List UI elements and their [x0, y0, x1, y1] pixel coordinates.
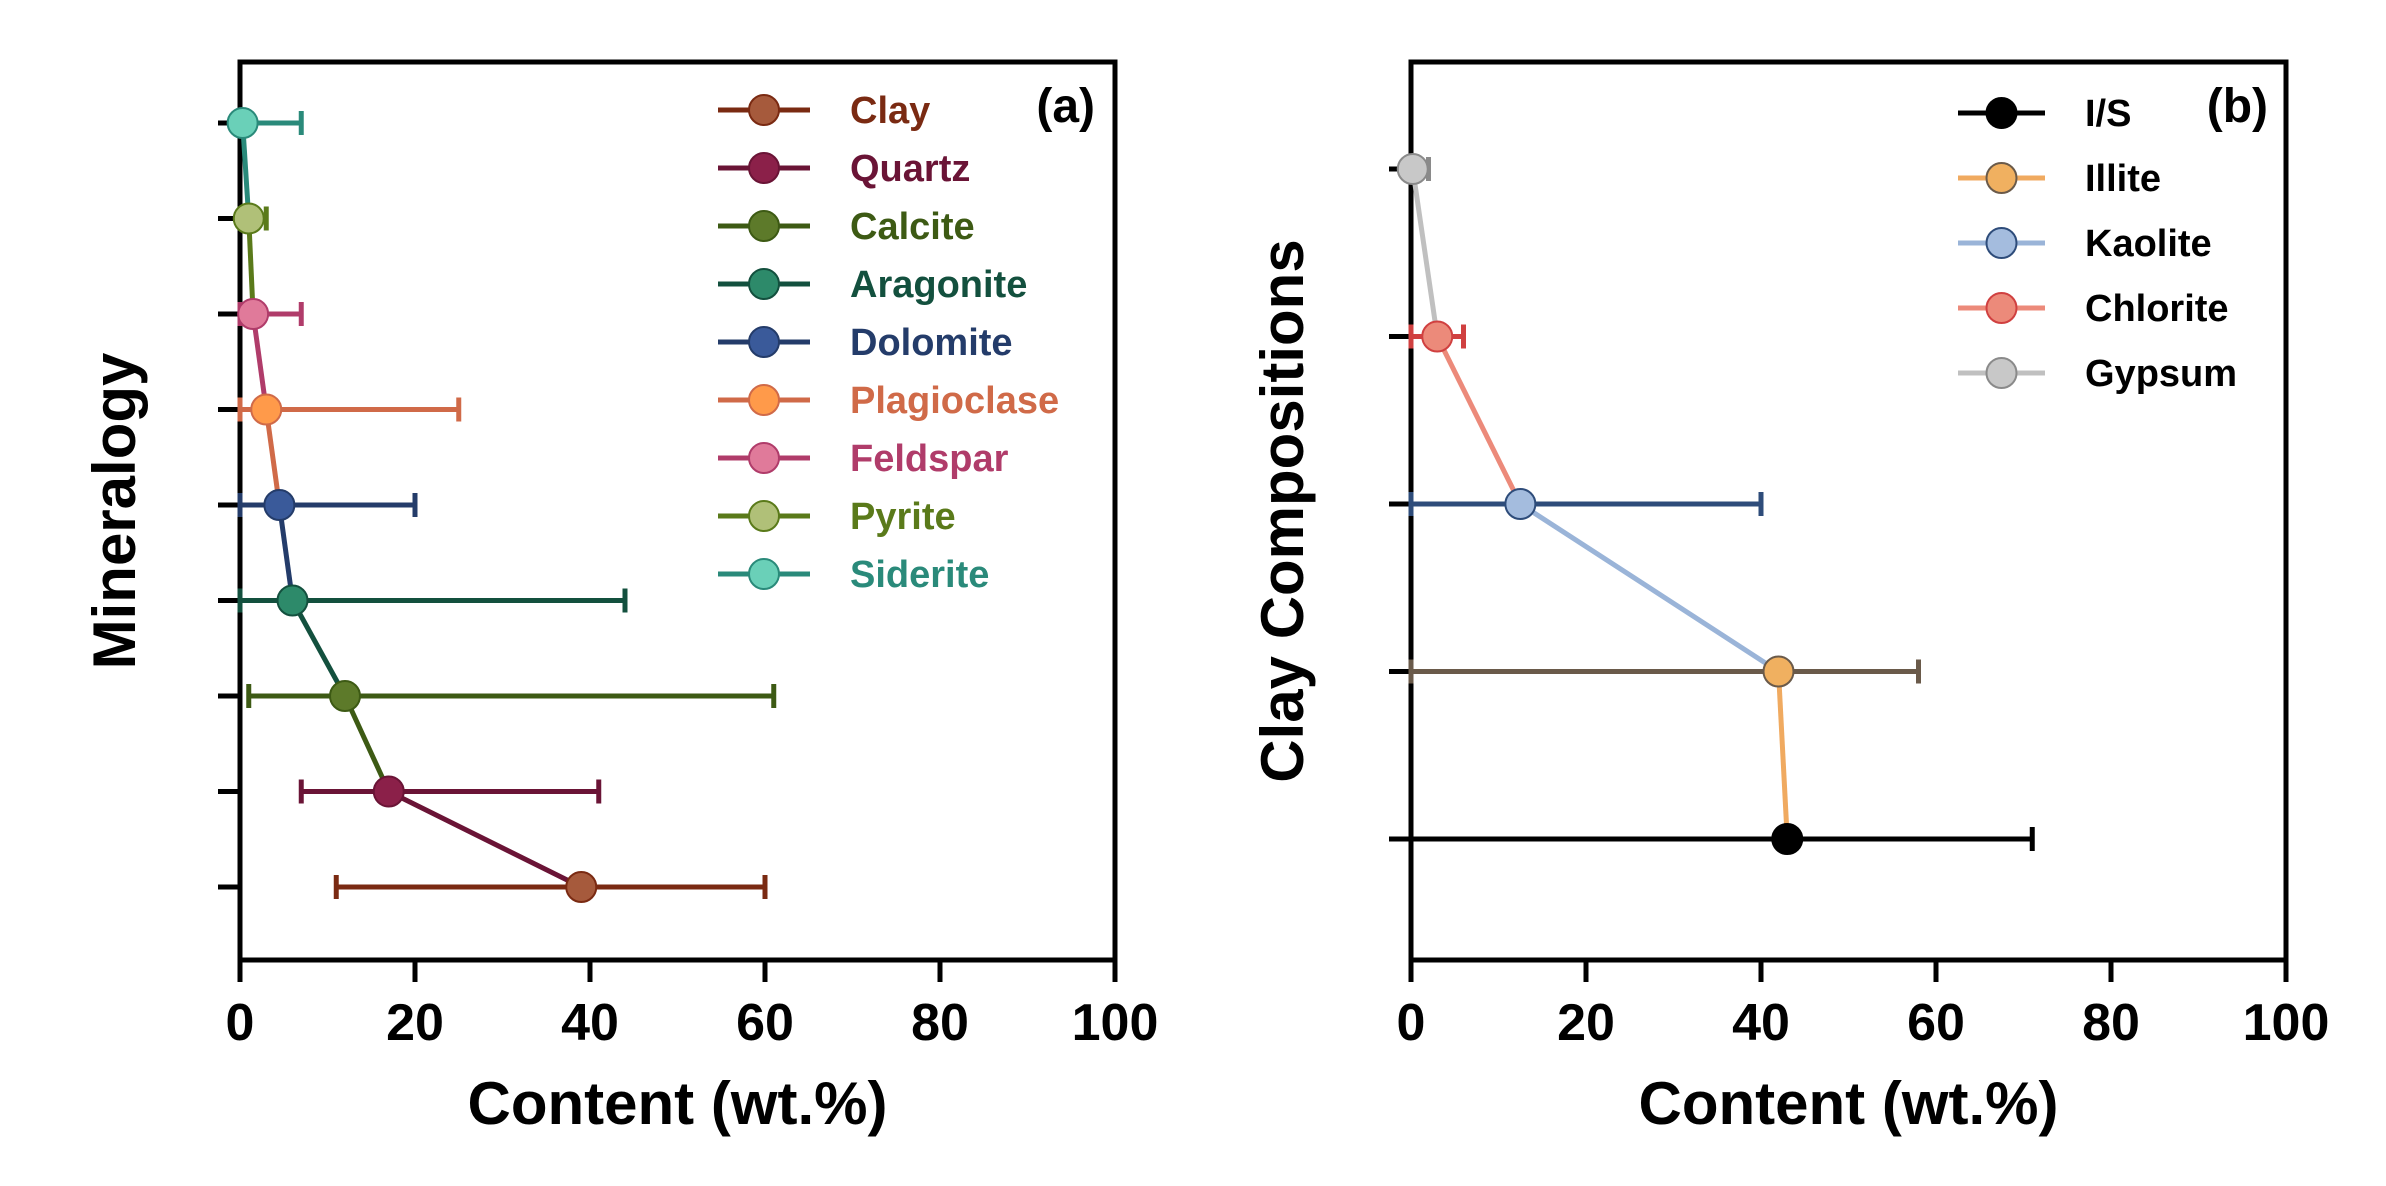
panel-a-legend-marker-aragonite [748, 268, 780, 300]
panel-b-point-illite [1762, 655, 1795, 688]
panel-a-legend-marker-plagioclase [748, 384, 780, 416]
panel-a: 0 20 40 60 80 100 Content (wt.%) Mineralogy (a) C… [81, 59, 1159, 1137]
panel-b-connector-illite [1776, 671, 1790, 840]
panel-b-point-chlorite [1421, 320, 1454, 353]
panel-a-point-plagioclase [250, 393, 283, 426]
panel-b: 0 20 40 60 80 100 Content (wt.%) Clay Compositi… [1249, 59, 2330, 1137]
panel-a-x-tick-label: 20 [386, 994, 444, 1052]
panel-a-legend-marker-pyrite [748, 500, 780, 532]
panel-b-legend-marker-i-s [1985, 97, 2018, 129]
panel-a-point-calcite [329, 680, 361, 712]
panel-b-point-gypsum [1396, 153, 1429, 185]
panel-a-y-axis-title: Mineralogy [81, 352, 148, 669]
panel-a-legend-label-feldspar: Feldspar [850, 438, 1009, 480]
panel-b-legend-label-kaolite: Kaolite [2085, 223, 2212, 265]
panel-a-legend-label-aragonite: Aragonite [850, 264, 1027, 306]
panel-b-legend-marker-chlorite [1985, 292, 2018, 324]
panel-b-legend-marker-illite [1985, 162, 2018, 194]
panel-a-x-tick-label: 0 [226, 994, 255, 1052]
panel-a-connector-quartz [387, 789, 583, 890]
panel-a-point-aragonite [276, 584, 309, 617]
panel-a-legend-marker-quartz [748, 152, 780, 184]
panel-a-legend-marker-feldspar [748, 442, 780, 474]
panel-b-connector-chlorite [1435, 335, 1523, 506]
panel-a-point-pyrite [232, 202, 265, 235]
panel-a-point-feldspar [237, 298, 270, 330]
panel-a-legend-label-clay: Clay [850, 90, 930, 132]
panel-a-x-tick-label: 100 [1072, 994, 1159, 1052]
panel-a-legend-marker-dolomite [748, 326, 780, 358]
panel-b-legend-label-chlorite: Chlorite [2085, 288, 2229, 330]
panel-a-label: (a) [1036, 80, 1095, 133]
panel-b-point-kaolite [1504, 488, 1537, 520]
panel-b-connector-kaolite [1519, 501, 1780, 674]
panel-b-x-tick-label: 40 [1732, 994, 1790, 1052]
panel-b-x-tick-label: 100 [2243, 994, 2330, 1052]
panel-b-x-tick-label: 20 [1557, 994, 1615, 1052]
panel-b-y-axis-title: Clay Compositions [1249, 239, 1316, 782]
panel-a-legend-marker-siderite [748, 558, 780, 590]
panel-a-connector-plagioclase [263, 409, 282, 506]
panel-b-x-tick-label: 80 [2082, 994, 2140, 1052]
panel-a-legend-label-dolomite: Dolomite [850, 322, 1013, 364]
panel-a-point-quartz [372, 775, 405, 808]
panel-a-legend-label-calcite: Calcite [850, 206, 975, 248]
panel-a-connector-feldspar [250, 313, 269, 410]
panel-a-x-axis-title: Content (wt.%) [468, 1070, 888, 1137]
panel-a-legend-label-siderite: Siderite [850, 554, 989, 596]
panel-b-x-axis-title: Content (wt.%) [1639, 1070, 2059, 1137]
panel-b-legend-marker-gypsum [1985, 357, 2018, 389]
panel-a-legend-label-plagioclase: Plagioclase [850, 380, 1059, 422]
panel-a-x-tick-label: 40 [561, 994, 619, 1052]
panel-a-x-tick-label: 60 [736, 994, 794, 1052]
panel-b-legend-label-illite: Illite [2085, 158, 2161, 200]
panel-a-legend-label-quartz: Quartz [850, 148, 970, 190]
panel-a-point-siderite [226, 107, 259, 139]
panel-b-x-tick-label: 60 [1907, 994, 1965, 1052]
panel-a-point-dolomite [263, 489, 296, 521]
panel-a-connector-aragonite [290, 599, 348, 698]
panel-b-connector-gypsum [1410, 168, 1440, 337]
panel-a-point-clay [565, 871, 598, 903]
panel-b-legend-label-i-s: I/S [2085, 93, 2131, 135]
panel-b-label: (b) [2207, 80, 2268, 133]
panel-b-legend-marker-kaolite [1985, 227, 2018, 259]
panel-a-legend-marker-calcite [748, 210, 780, 242]
panel-b-legend-label-gypsum: Gypsum [2085, 353, 2237, 395]
panel-a-x-tick-label: 80 [911, 994, 969, 1052]
panel-b-x-tick-label: 0 [1397, 994, 1426, 1052]
panel-a-plot-frame [237, 59, 1118, 963]
panel-a-connector-dolomite [276, 504, 295, 601]
panel-b-point-i-s [1771, 823, 1804, 855]
panel-a-legend-marker-clay [748, 94, 780, 126]
panel-a-connector-calcite [342, 694, 392, 793]
panel-a-legend-label-pyrite: Pyrite [850, 496, 956, 538]
